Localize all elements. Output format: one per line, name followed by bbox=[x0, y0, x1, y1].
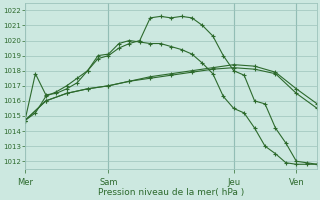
X-axis label: Pression niveau de la mer( hPa ): Pression niveau de la mer( hPa ) bbox=[98, 188, 244, 197]
